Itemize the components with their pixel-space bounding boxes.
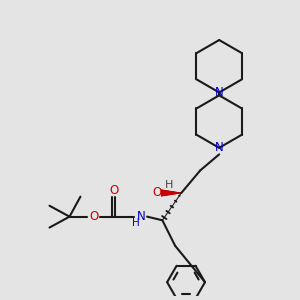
Text: O: O: [90, 210, 99, 223]
Text: H: H: [164, 180, 173, 190]
Polygon shape: [161, 190, 181, 196]
Text: O: O: [152, 187, 161, 200]
Text: O: O: [109, 184, 118, 197]
Text: H: H: [132, 218, 139, 228]
Text: N: N: [215, 86, 224, 99]
Text: N: N: [137, 210, 146, 223]
Text: N: N: [215, 141, 224, 154]
Polygon shape: [161, 190, 181, 196]
